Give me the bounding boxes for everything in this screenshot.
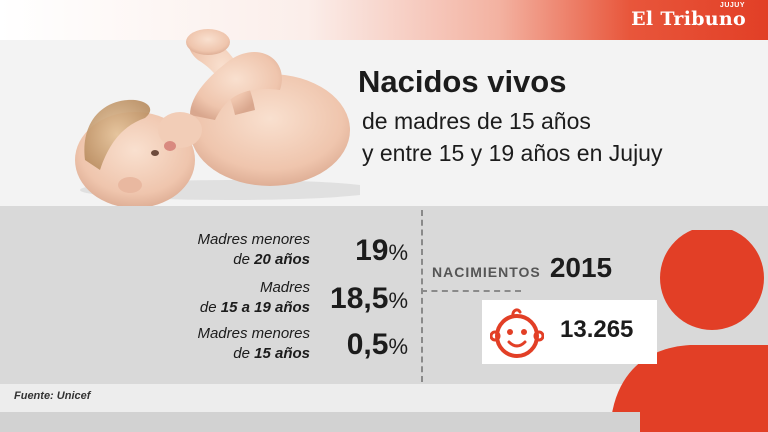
stat-unit: %: [388, 334, 408, 359]
logo-region: JUJUY: [719, 2, 745, 9]
stat-label-bold: 20 años: [254, 251, 310, 268]
births-year: 2015: [549, 252, 613, 283]
baby-photo: [75, 29, 360, 208]
stat-number: 18,5: [330, 282, 389, 315]
stat-label-line1: Madres menores: [197, 231, 310, 248]
brand-logo: El Tribuno: [631, 8, 746, 30]
births-count: 13.265: [560, 316, 634, 343]
stat-label-prefix: de: [233, 345, 255, 362]
stat-label-prefix: de: [199, 299, 221, 316]
stat-label-line1: Madres: [259, 279, 310, 296]
source-credit: Fuente: Unicef: [14, 390, 91, 402]
births-label: NACIMIENTOS: [432, 264, 541, 280]
red-person-silhouette: [610, 230, 768, 432]
stat-label-bold: 15 a 19 años: [220, 299, 310, 316]
stat-label-under-20: Madres menores de 20 años: [197, 230, 310, 270]
stat-label-line1: Madres menores: [197, 325, 310, 342]
births-heading: NACIMIENTOS 2015: [432, 252, 612, 284]
births-box: 13.265: [482, 300, 657, 364]
page-title: Nacidos vivos: [358, 64, 567, 99]
stat-unit: %: [388, 288, 408, 313]
stat-number: 19: [355, 234, 389, 267]
stat-number: 0,5: [346, 328, 389, 361]
subtitle-line-1: de madres de 15 años: [362, 108, 591, 134]
stat-label-bold: 15 años: [254, 345, 310, 362]
vertical-divider: [421, 210, 423, 382]
stat-value-under-15: 0,5%: [316, 328, 408, 362]
top-band: [0, 0, 768, 40]
stat-value-15-19: 18,5%: [316, 282, 408, 316]
bottom-strip: [0, 412, 640, 432]
stat-label-under-15: Madres menores de 15 años: [197, 324, 310, 364]
horizontal-divider: [421, 290, 521, 292]
stat-unit: %: [388, 240, 408, 265]
stat-label-15-19: Madres de 15 a 19 años: [200, 278, 310, 318]
baby-face-icon: [490, 308, 544, 358]
stat-label-prefix: de: [233, 251, 255, 268]
stat-value-under-20: 19%: [316, 234, 408, 268]
subtitle-line-2: y entre 15 y 19 años en Jujuy: [362, 140, 663, 166]
